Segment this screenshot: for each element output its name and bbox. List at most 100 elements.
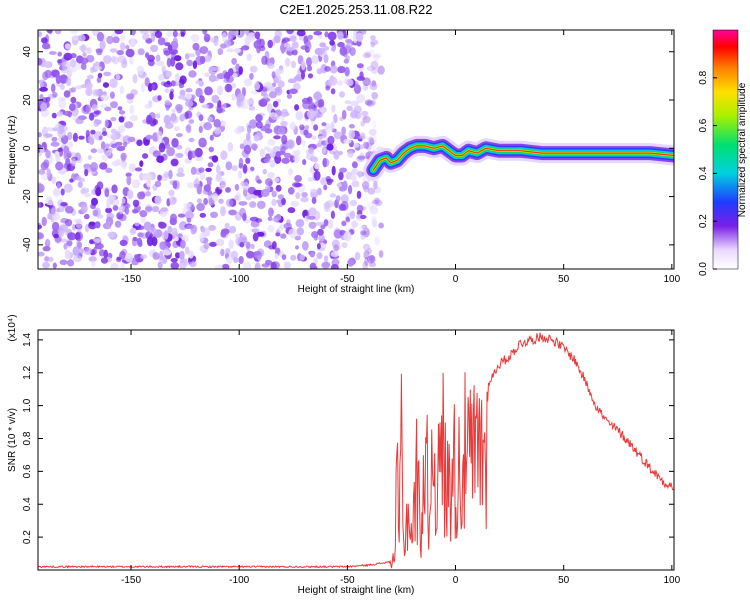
noise-speck [146,114,153,124]
noise-speck [290,201,300,207]
noise-speck [220,177,227,187]
noise-speck [150,44,159,53]
noise-speck [86,82,93,90]
noise-speck [69,103,76,112]
noise-speck [349,199,357,207]
noise-speck [176,106,183,114]
noise-speck [316,243,321,250]
noise-speck [281,134,288,145]
noise-speck [80,44,86,53]
noise-speck [127,136,136,143]
noise-speck [131,179,141,189]
noise-speck [246,132,251,141]
noise-speck [139,30,149,34]
noise-speck [322,147,327,154]
noise-speck [347,150,354,158]
noise-speck [178,95,186,100]
noise-speck [277,126,286,135]
noise-speck [161,65,166,74]
noise-speck [207,116,213,123]
noise-speck [318,98,325,109]
noise-speck [83,213,90,220]
noise-speck [57,147,63,152]
noise-speck [95,187,102,197]
noise-speck [337,66,346,74]
noise-speck [203,55,212,63]
noise-speck [366,100,375,107]
noise-speck [58,98,67,109]
noise-speck [296,227,305,236]
noise-speck [114,30,124,35]
y-tick-label: 20 [22,94,33,106]
noise-speck [69,58,77,68]
noise-speck [344,66,350,77]
noise-speck [286,93,292,99]
noise-speck [324,66,331,72]
noise-speck [91,260,96,267]
noise-speck [209,66,219,71]
noise-speck [95,65,102,71]
noise-speck [231,57,237,65]
y-tick-label: 0.6 [22,464,33,478]
noise-speck [335,195,341,203]
noise-speck [181,261,190,267]
noise-speck [345,216,350,222]
noise-speck [183,203,192,208]
noise-speck [373,53,382,59]
noise-speck [213,38,219,47]
noise-speck [300,45,309,50]
noise-speck [134,221,140,227]
noise-speck [109,78,118,88]
noise-speck [198,125,203,134]
noise-speck [163,230,169,240]
noise-speck [271,82,277,88]
noise-speck [157,261,163,269]
noise-speck [166,147,176,157]
noise-speck [154,195,162,205]
noise-speck [195,87,203,98]
noise-speck [286,30,294,35]
noise-speck [377,65,385,75]
noise-speck [112,205,119,211]
noise-speck [234,183,240,191]
noise-speck [218,198,224,204]
noise-speck [119,85,125,95]
noise-speck [294,175,302,183]
noise-speck [92,209,99,217]
noise-speck [190,34,200,42]
noise-speck [228,68,234,77]
noise-speck [266,148,274,153]
noise-speck [261,97,271,103]
noise-speck [359,144,365,150]
noise-speck [125,48,135,58]
noise-speck [213,118,221,128]
colorbar-tick-label: 0.0 [698,262,709,276]
noise-speck [208,74,217,83]
noise-speck [307,177,314,182]
noise-speck [104,188,110,198]
noise-speck [203,197,209,206]
noise-speck [39,81,44,87]
noise-speck [294,235,301,241]
noise-speck [63,52,73,61]
noise-speck [101,131,108,137]
noise-speck [147,59,155,67]
noise-speck [39,87,48,92]
noise-speck [185,110,193,119]
noise-speck [120,262,125,269]
noise-speck [294,104,300,111]
noise-speck [309,188,317,193]
colorbar-gradient [712,29,739,270]
noise-speck [117,106,123,111]
noise-speck [364,99,373,106]
noise-speck [105,207,113,214]
noise-speck [136,65,145,76]
noise-speck [56,111,64,117]
noise-speck [263,158,271,164]
noise-speck [330,210,335,219]
noise-speck [231,93,237,101]
noise-speck [129,38,136,48]
noise-speck [52,127,60,132]
noise-speck [198,114,204,122]
noise-speck [179,114,185,122]
